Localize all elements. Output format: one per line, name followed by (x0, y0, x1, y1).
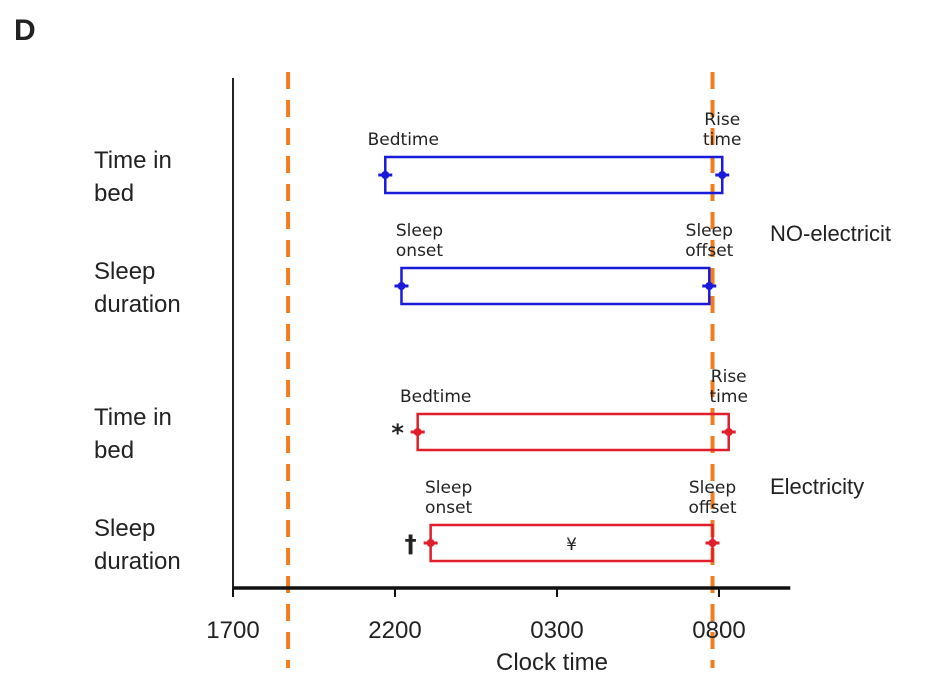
end-label-2-1: time (710, 387, 748, 407)
row-label-1-line-1: duration (94, 291, 181, 318)
row-label-2-line-0: Time in (94, 404, 172, 431)
bars: BedtimeRisetimeSleeponsetSleepoffsetBedt… (368, 110, 748, 563)
panel-label: D (14, 14, 36, 47)
endpoint-marker-3-1 (708, 539, 717, 547)
row-labels: Time in bed Sleep duration Time in bed Sleep du… (94, 147, 181, 575)
group-label-1: Electricity (770, 474, 864, 499)
endpoint-marker-3-0 (426, 539, 435, 547)
bar-0 (384, 155, 724, 195)
end-label-1-1: offset (685, 241, 733, 261)
endpoint-marker-1-0 (397, 282, 406, 290)
x-ticks: 1700 2200 0300 0800 (206, 588, 746, 644)
endpoint-marker-0-1 (718, 171, 727, 179)
x-tick-label-3: 0800 (692, 617, 745, 644)
endpoint-marker-1-1 (705, 282, 714, 290)
start-label-0-0: Bedtime (368, 130, 439, 150)
end-label-1-0: Sleep (686, 221, 733, 241)
start-label-3-1: onset (425, 498, 472, 518)
end-label-0-1: time (703, 130, 741, 150)
x-axis-label: Clock time (496, 649, 608, 676)
row-label-3-line-1: duration (94, 548, 181, 575)
start-label-2-0: Bedtime (400, 387, 471, 407)
end-label-3-0: Sleep (689, 478, 736, 498)
x-tick-label-0: 1700 (206, 617, 259, 644)
row-label-0-line-1: bed (94, 180, 134, 207)
start-label-1-0: Sleep (396, 221, 443, 241)
row-label-2-line-1: bed (94, 437, 134, 464)
end-label-2-0: Rise (711, 367, 747, 387)
endpoint-marker-2-0 (413, 428, 422, 436)
significance-marker-3: † (405, 530, 417, 558)
axes (232, 78, 791, 590)
end-label-3-1: offset (688, 498, 736, 518)
inner-marker-3: ¥ (566, 535, 577, 555)
significance-marker-2: * (391, 419, 404, 447)
start-label-1-1: onset (396, 241, 443, 261)
group-label-0: NO-electricit (770, 221, 891, 246)
row-label-3-line-0: Sleep (94, 515, 155, 542)
endpoint-marker-2-1 (724, 428, 733, 436)
row-label-1-line-0: Sleep (94, 258, 155, 285)
x-tick-label-1: 2200 (368, 617, 421, 644)
row-label-0-line-0: Time in (94, 147, 172, 174)
endpoint-marker-0-0 (381, 171, 390, 179)
group-labels: NO-electricit Electricity (770, 221, 891, 499)
bar-1 (400, 266, 711, 306)
end-label-0-0: Rise (704, 110, 740, 130)
reference-lines (286, 72, 715, 668)
bar-2 (416, 412, 730, 452)
x-tick-label-2: 0300 (530, 617, 583, 644)
start-label-3-0: Sleep (425, 478, 472, 498)
